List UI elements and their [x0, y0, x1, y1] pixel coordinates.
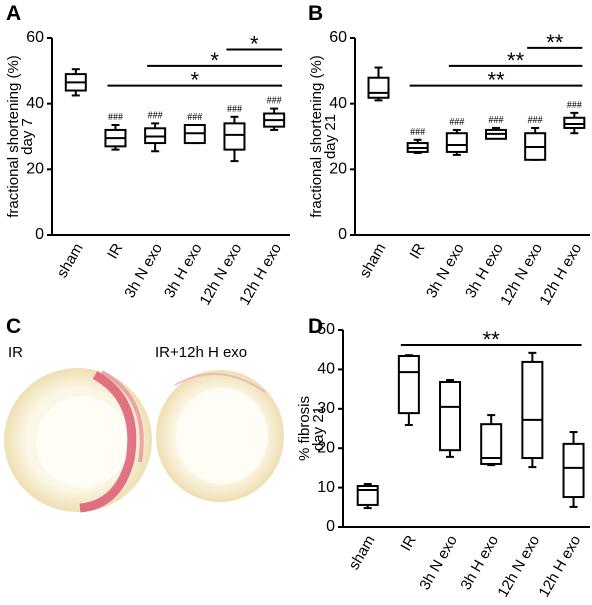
- y-tick-label: 50: [317, 321, 335, 338]
- y-axis-label: % fibrosis: [296, 396, 313, 461]
- x-tick-label: sham: [54, 240, 87, 280]
- box: [439, 381, 462, 452]
- y-tick-label: 10: [317, 479, 335, 496]
- significance-label: **: [487, 68, 505, 93]
- annotation: ###: [567, 100, 582, 111]
- significance-label: *: [250, 31, 259, 56]
- y-axis-label: day 7: [19, 118, 36, 155]
- y-tick-label: 0: [326, 518, 335, 535]
- x-tick-label: 3h N exo: [121, 240, 166, 301]
- x-tick-label: 12h H exo: [536, 532, 585, 600]
- y-tick-label: 20: [26, 161, 44, 178]
- x-tick-label: 3h H exo: [161, 240, 206, 301]
- x-tick-label: IR: [406, 240, 428, 262]
- annotation: ###: [267, 96, 282, 107]
- box: [397, 355, 420, 415]
- box: [356, 485, 379, 506]
- image-panel: C IR IR+12h H exo: [4, 315, 284, 513]
- y-tick-label: 40: [329, 95, 347, 112]
- panel-letter: C: [6, 315, 21, 338]
- panel-letter: D: [308, 315, 323, 338]
- y-tick-label: 20: [329, 161, 347, 178]
- annotation: ###: [148, 110, 163, 121]
- significance-label: **: [507, 48, 525, 73]
- annotation: ###: [187, 112, 202, 123]
- annotation: ###: [489, 115, 504, 126]
- panel-letter: A: [6, 2, 21, 25]
- box: [480, 423, 503, 465]
- y-tick-label: 0: [35, 226, 44, 243]
- significance-label: **: [483, 327, 501, 352]
- y-axis-label: day 21: [310, 406, 327, 451]
- annotation: ###: [528, 115, 543, 126]
- y-axis-label: fractional shortening (%): [308, 55, 325, 218]
- image-label: IR: [8, 344, 23, 361]
- x-tick-label: IR: [398, 532, 420, 554]
- box: [367, 76, 390, 99]
- y-tick-label: 30: [317, 400, 335, 417]
- significance-label: *: [191, 68, 200, 93]
- box: [562, 442, 585, 499]
- heart-section-ir: [4, 368, 152, 513]
- annotation: ###: [227, 104, 242, 115]
- box: [521, 360, 544, 460]
- heart-section-treated: [156, 370, 284, 502]
- y-axis-label: fractional shortening (%): [5, 55, 22, 218]
- x-tick-label: sham: [356, 240, 389, 280]
- x-tick-label: IR: [104, 240, 126, 262]
- box: [445, 132, 468, 153]
- panel-letter: B: [308, 2, 323, 25]
- y-tick-label: 60: [329, 29, 347, 46]
- x-tick-label: 3h N exo: [423, 240, 468, 301]
- x-tick-label: 3h N exo: [416, 532, 461, 593]
- significance-label: *: [210, 48, 219, 73]
- y-tick-label: 40: [26, 95, 44, 112]
- x-tick-label: 3h H exo: [457, 532, 502, 593]
- box: [223, 122, 246, 151]
- y-tick-label: 20: [317, 439, 335, 456]
- y-tick-label: 0: [338, 226, 347, 243]
- box: [563, 116, 586, 129]
- annotation: ###: [108, 112, 123, 123]
- x-tick-label: sham: [346, 532, 379, 572]
- image-label: IR+12h H exo: [155, 344, 247, 361]
- x-tick-label: 3h H exo: [462, 240, 507, 301]
- annotation: ###: [410, 127, 425, 138]
- y-axis-label: day 21: [322, 114, 339, 159]
- annotation: ###: [449, 117, 464, 128]
- y-tick-label: 40: [317, 361, 335, 378]
- y-tick-label: 60: [26, 29, 44, 46]
- significance-label: **: [546, 30, 564, 55]
